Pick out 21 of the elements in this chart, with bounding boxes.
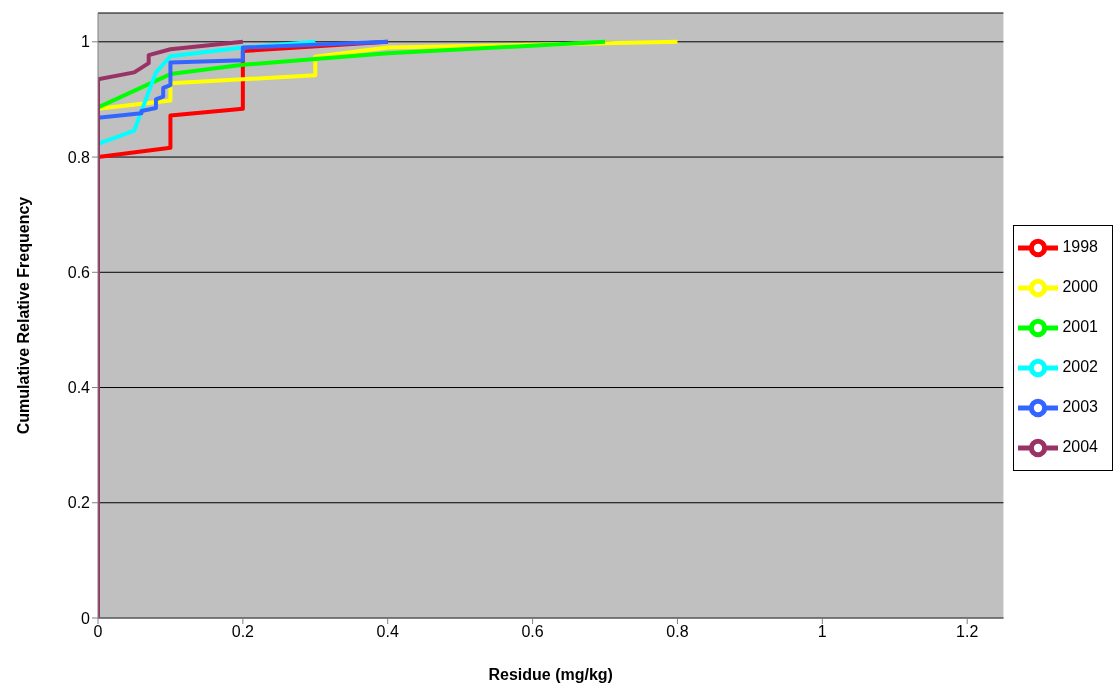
- x-tick-label: 0.6: [521, 623, 544, 641]
- legend-label: 2004: [1062, 438, 1098, 456]
- x-axis-title: Residue (mg/kg): [488, 666, 613, 683]
- x-tick-label: 1.2: [956, 623, 979, 641]
- x-tick-label: 0: [93, 623, 103, 641]
- x-tick-label: 1: [817, 623, 827, 641]
- legend-label: 2003: [1062, 398, 1098, 416]
- y-tick-label: 0.6: [67, 263, 91, 281]
- y-tick-label: 0.4: [67, 379, 91, 397]
- x-tick-label: 0.2: [231, 623, 255, 641]
- legend-label: 1998: [1062, 238, 1098, 256]
- y-tick-label: 1: [81, 33, 91, 51]
- x-tick-label: 0.4: [376, 623, 399, 641]
- legend-label: 2000: [1062, 278, 1098, 296]
- legend-label: 2002: [1062, 358, 1098, 376]
- y-tick-label: 0: [81, 609, 91, 627]
- y-axis-title: Cumulative Relative Frequency: [14, 196, 32, 435]
- y-tick-label: 0.8: [67, 148, 91, 166]
- legend-label: 2001: [1062, 318, 1098, 336]
- x-tick-label: 0.8: [666, 623, 689, 641]
- y-tick-label: 0.2: [67, 494, 91, 512]
